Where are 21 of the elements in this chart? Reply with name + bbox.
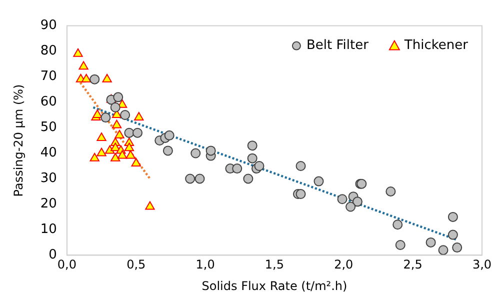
y-tick-label: 40	[40, 146, 57, 161]
y-axis-title: Passing-20 µm (%)	[11, 84, 26, 197]
x-tick-label: 2,0	[334, 258, 354, 272]
x-tick-label: 0,5	[126, 258, 146, 272]
legend-label: Thickener	[403, 38, 469, 54]
y-tick-label: 20	[40, 196, 57, 212]
y-tick-label: 10	[40, 222, 57, 238]
legend-label: Belt Filter	[306, 38, 370, 54]
y-tick-label: 60	[40, 94, 57, 110]
y-tick-label: 0	[48, 248, 57, 263]
x-tick-label: 1,5	[264, 258, 284, 272]
y-tick-label: 80	[40, 44, 57, 59]
x-tick-label: 0,0	[57, 258, 76, 272]
x-axis-title: Solids Flux Rate (t/m².h)	[202, 278, 348, 293]
y-tick-label: 30	[40, 171, 57, 186]
x-tick-label: 3,0	[472, 258, 492, 272]
x-tick-label: 1,0	[196, 258, 215, 272]
y-tick-label: 90	[40, 18, 57, 34]
y-tick-label: 70	[40, 69, 57, 84]
x-tick-label: 2,5	[403, 258, 422, 272]
y-tick-label: 50	[40, 120, 57, 136]
